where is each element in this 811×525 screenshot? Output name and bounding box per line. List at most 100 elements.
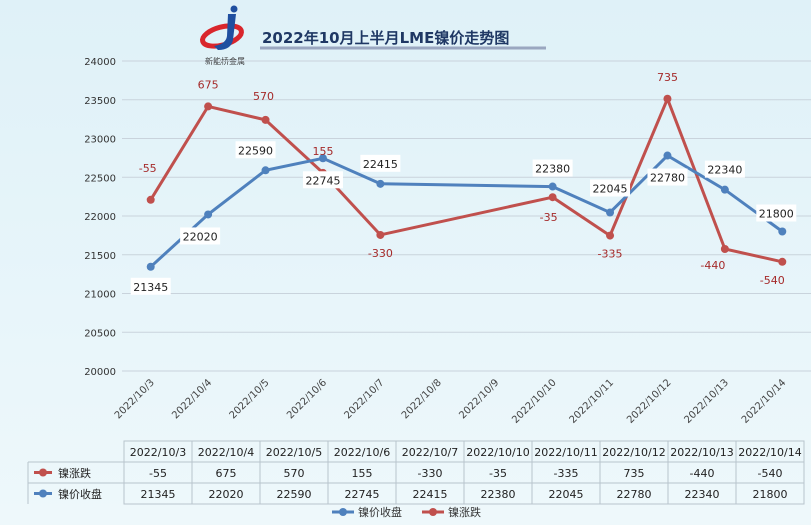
table-cell: 22590 <box>277 488 312 501</box>
change-series-point <box>261 115 270 124</box>
change-series-point <box>720 245 729 254</box>
table-header-cell: 2022/10/14 <box>738 446 801 459</box>
table-cell: 21345 <box>141 488 176 501</box>
change-data-label: 735 <box>657 71 678 84</box>
close-series-point <box>720 185 729 194</box>
x-tick-label: 2022/10/4 <box>170 377 214 421</box>
change-series-point <box>663 94 672 103</box>
x-tick-label: 2022/10/8 <box>400 377 444 421</box>
table-cell: 570 <box>284 467 305 480</box>
legend-label: 镍价收盘 <box>358 505 402 519</box>
table-cell: 22745 <box>345 488 380 501</box>
y-tick-label: 21500 <box>84 251 116 262</box>
change-data-label: 675 <box>198 78 219 91</box>
table-cell: 22045 <box>549 488 584 501</box>
logo-dot <box>230 5 238 13</box>
y-tick-label: 23500 <box>84 96 116 107</box>
close-data-label: 22415 <box>363 158 398 171</box>
legend-label: 镍涨跌 <box>448 505 481 519</box>
table-header-cell: 2022/10/12 <box>602 446 665 459</box>
table-header-cell: 2022/10/6 <box>334 446 390 459</box>
table-cell: -330 <box>418 467 443 480</box>
table-cell: -440 <box>690 467 715 480</box>
close-series-point <box>204 210 213 219</box>
table-cell: 735 <box>624 467 645 480</box>
close-series-point <box>146 262 155 271</box>
close-series-point <box>261 166 270 175</box>
close-data-label: 22380 <box>535 163 570 176</box>
table-header-cell: 2022/10/11 <box>534 446 597 459</box>
close-data-label: 22745 <box>305 174 340 187</box>
close-data-label: 21345 <box>133 281 168 294</box>
x-tick-label: 2022/10/10 <box>510 377 559 426</box>
x-tick-label: 2022/10/7 <box>342 377 386 421</box>
change-data-label: 155 <box>312 145 333 158</box>
table-row-label: 镍价收盘 <box>58 487 102 501</box>
y-tick-label: 24000 <box>84 57 116 68</box>
x-tick-label: 2022/10/11 <box>568 377 617 426</box>
table-cell: 22380 <box>481 488 516 501</box>
table-row-label: 镍涨跌 <box>58 466 91 480</box>
change-data-label: -540 <box>760 274 785 287</box>
table-cell: 22780 <box>617 488 652 501</box>
change-data-label: -330 <box>368 247 393 260</box>
close-series-point <box>548 182 557 191</box>
x-tick-label: 2022/10/9 <box>457 377 501 421</box>
close-label-box <box>360 154 401 172</box>
table-header-cell: 2022/10/5 <box>266 446 322 459</box>
x-axis: 2022/10/3 2022/10/4 2022/10/5 2022/10/6 2022… <box>113 377 789 426</box>
close-series-point <box>663 151 672 160</box>
change-data-label: -35 <box>540 211 558 224</box>
close-data-label: 22045 <box>593 183 628 196</box>
legend-marker <box>429 508 437 516</box>
legend: 镍价收盘 镍涨跌 <box>332 505 481 519</box>
data-table: 2022/10/3 2022/10/4 2022/10/5 2022/10/6 2022… <box>27 440 805 505</box>
close-data-label: 21800 <box>759 208 794 221</box>
y-tick-label: 21000 <box>84 290 116 301</box>
change-data-label: -335 <box>598 248 623 261</box>
data-label-layer: 21345 22020 22590 22745 22415 22380 22045 22780… <box>130 71 797 295</box>
close-label-box <box>532 159 573 177</box>
table-header-cell: 2022/10/13 <box>670 446 733 459</box>
close-label-box <box>590 179 631 197</box>
close-label-box <box>180 227 221 245</box>
close-series-point <box>778 227 787 236</box>
y-tick-label: 22500 <box>84 173 116 184</box>
table-cell: -335 <box>554 467 579 480</box>
close-label-box <box>235 141 276 159</box>
close-label-box <box>302 171 343 189</box>
table-header-cell: 2022/10/10 <box>466 446 529 459</box>
table-cell: -35 <box>489 467 507 480</box>
table-cell: 155 <box>352 467 373 480</box>
close-data-label: 22340 <box>707 164 742 177</box>
close-label-box <box>130 277 171 295</box>
close-label-box <box>704 160 745 178</box>
y-tick-label: 23000 <box>84 135 116 146</box>
table-cell: -540 <box>758 467 783 480</box>
x-tick-label: 2022/10/6 <box>285 377 329 421</box>
close-series-point <box>606 208 615 217</box>
change-series-point <box>548 193 557 202</box>
table-cell: 22020 <box>209 488 244 501</box>
change-series-point <box>376 230 385 239</box>
change-series-point <box>204 102 213 111</box>
logo: 新能桥金属 <box>200 5 245 66</box>
chart-title: 2022年10月上半月LME镍价走势图 <box>262 29 509 47</box>
y-axis: 20000 20500 21000 21500 22000 22500 23000 23500… <box>84 57 116 378</box>
logo-swoosh-blue <box>214 14 236 50</box>
x-tick-label: 2022/10/3 <box>113 377 157 421</box>
y-tick-label: 20000 <box>84 367 116 378</box>
close-series-point <box>376 179 385 188</box>
y-tick-label: 20500 <box>84 328 116 339</box>
change-data-label: -55 <box>139 162 157 175</box>
change-series-point <box>778 257 787 266</box>
y-tick-label: 22000 <box>84 212 116 223</box>
close-data-label: 22020 <box>183 230 218 243</box>
table-cell: 22415 <box>413 488 448 501</box>
x-tick-label: 2022/10/5 <box>228 377 272 421</box>
close-series-point <box>318 154 327 163</box>
close-data-label: 22780 <box>650 172 685 185</box>
legend-marker <box>339 508 347 516</box>
